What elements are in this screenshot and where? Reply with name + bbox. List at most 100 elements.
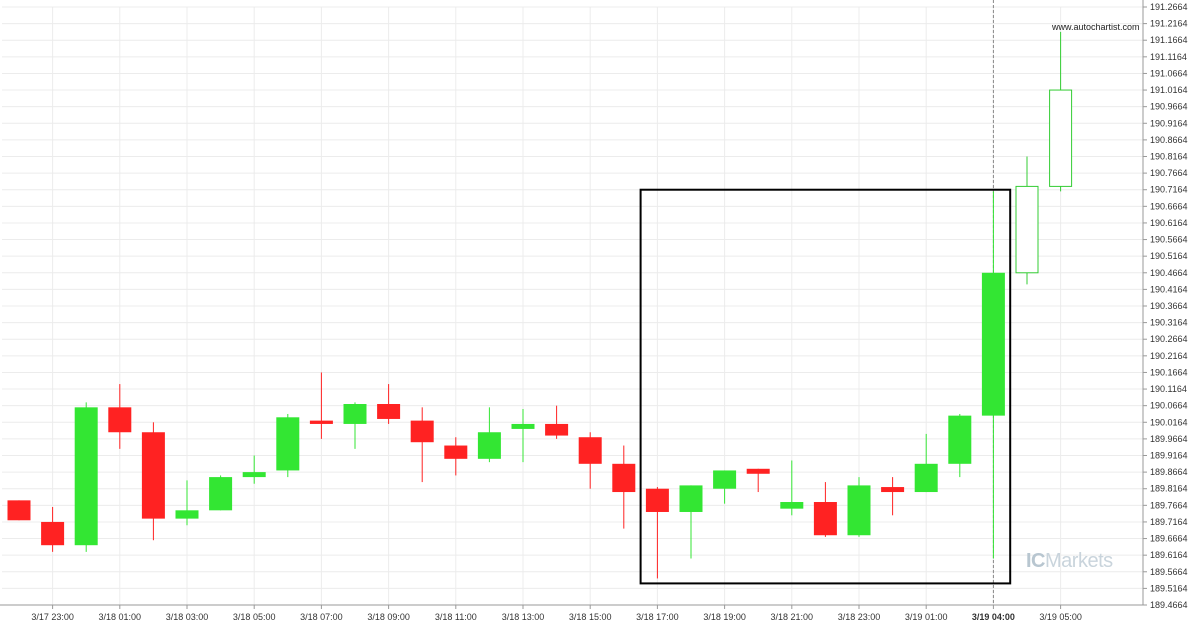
y-tick-label: 189.9664 — [1150, 434, 1188, 444]
bullish-candle — [679, 485, 703, 559]
y-tick-label: 190.8664 — [1150, 135, 1188, 145]
y-tick-label: 190.6164 — [1150, 218, 1188, 228]
y-tick-label: 189.6164 — [1150, 550, 1188, 560]
y-tick-label: 189.6664 — [1150, 534, 1188, 544]
candle-body — [948, 415, 972, 464]
candle-body — [545, 423, 569, 436]
x-tick-label: 3/18 09:00 — [367, 612, 410, 622]
bullish-candle — [175, 480, 199, 526]
candle-body — [209, 477, 233, 511]
x-tick-label: 3/19 04:00 — [972, 612, 1015, 622]
bearish-candle — [141, 422, 165, 541]
candle-body — [74, 407, 98, 546]
y-tick-label: 191.1164 — [1150, 52, 1187, 62]
candle-body — [981, 272, 1005, 416]
y-tick-label: 189.8664 — [1150, 467, 1188, 477]
y-tick-label: 190.1664 — [1150, 367, 1188, 377]
bullish-candle — [1015, 156, 1039, 285]
y-tick-label: 189.9164 — [1150, 451, 1188, 461]
icmarkets-logo: ICMarkets — [1026, 550, 1113, 573]
bullish-candle — [847, 477, 871, 537]
candle-body — [578, 437, 602, 464]
y-tick-label: 190.5664 — [1150, 235, 1188, 245]
bullish-candle — [276, 413, 300, 478]
bearish-candle — [645, 487, 669, 579]
bearish-candle — [746, 468, 770, 493]
grid — [2, 6, 1143, 606]
candle-body — [141, 432, 165, 519]
candle-body — [881, 487, 905, 493]
x-tick-label: 3/18 05:00 — [233, 612, 276, 622]
x-tick-label: 3/18 21:00 — [771, 612, 814, 622]
x-tick-label: 3/18 13:00 — [502, 612, 545, 622]
bullish-candle — [209, 475, 233, 511]
candle-body — [612, 463, 636, 493]
x-tick-label: 3/17 23:00 — [31, 612, 74, 622]
bearish-candle — [545, 405, 569, 439]
bearish-candle — [7, 500, 31, 521]
candle-body — [679, 485, 703, 512]
y-tick-label: 190.1164 — [1150, 384, 1187, 394]
autochartist-url[interactable]: www.autochartist.com — [1052, 22, 1140, 32]
bullish-candle — [343, 402, 367, 449]
pattern-box — [639, 188, 1012, 585]
axes: 191.2664 191.2164 191.1664 191.1164 191.0664… — [0, 0, 1188, 622]
bullish-candle — [1049, 31, 1073, 192]
bearish-candle — [578, 432, 602, 489]
candle-body — [276, 417, 300, 471]
y-tick-label: 190.0664 — [1150, 401, 1188, 411]
candle-body — [175, 510, 199, 519]
x-tick-label: 3/19 01:00 — [905, 612, 948, 622]
y-tick-label: 190.8164 — [1150, 152, 1188, 162]
candle-body — [746, 468, 770, 474]
bullish-candle — [713, 470, 737, 504]
candle-body — [511, 423, 535, 429]
bullish-candle — [477, 407, 501, 463]
candle-body — [1049, 89, 1073, 187]
y-tick-label: 190.5164 — [1150, 251, 1188, 261]
y-tick-label: 190.9164 — [1150, 118, 1188, 128]
bullish-candle — [981, 191, 1005, 559]
bullish-candle — [242, 455, 266, 484]
y-tick-label: 190.3164 — [1150, 318, 1188, 328]
candle-body — [377, 404, 401, 419]
bullish-candle — [780, 460, 804, 516]
candle-body — [410, 420, 434, 443]
candle-body — [41, 521, 65, 546]
x-tick-label: 3/18 01:00 — [99, 612, 142, 622]
bearish-candle — [612, 445, 636, 529]
y-tick-label: 190.2664 — [1150, 334, 1188, 344]
y-tick-label: 191.0164 — [1150, 85, 1188, 95]
y-tick-label: 190.4664 — [1150, 268, 1188, 278]
bullish-candle — [948, 413, 972, 478]
x-tick-label: 3/18 15:00 — [569, 612, 612, 622]
y-tick-label: 190.3664 — [1150, 301, 1188, 311]
y-tick-label: 191.2664 — [1150, 2, 1188, 12]
bearish-candle — [41, 506, 65, 552]
brand-prefix: IC — [1026, 550, 1046, 572]
candle-body — [914, 463, 938, 493]
bearish-candle — [881, 477, 905, 516]
x-tick-label: 3/18 03:00 — [166, 612, 209, 622]
y-tick-label: 189.8164 — [1150, 484, 1188, 494]
x-tick-label: 3/18 11:00 — [435, 612, 477, 622]
y-tick-label: 189.5164 — [1150, 583, 1188, 593]
candle-body — [444, 445, 468, 459]
candle-body — [343, 404, 367, 424]
candle-body — [242, 472, 266, 478]
y-tick-label: 190.6664 — [1150, 201, 1188, 211]
y-tick-label: 190.7164 — [1150, 185, 1188, 195]
bullish-candle — [74, 402, 98, 552]
bearish-candle — [410, 407, 434, 483]
y-tick-label: 190.0164 — [1150, 417, 1188, 427]
bearish-candle — [813, 482, 837, 537]
y-tick-label: 190.9664 — [1150, 102, 1188, 112]
x-tick-label: 3/18 17:00 — [636, 612, 679, 622]
candle-body — [780, 502, 804, 509]
candle-body — [847, 485, 871, 536]
bearish-candle — [108, 384, 132, 449]
candle-body — [309, 420, 333, 424]
candle-body — [7, 500, 31, 521]
x-tick-label: 3/18 19:00 — [703, 612, 746, 622]
